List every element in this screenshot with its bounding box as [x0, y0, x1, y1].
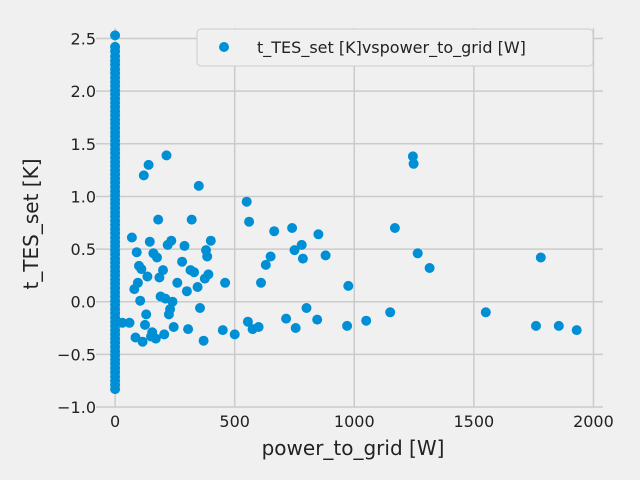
data-point	[297, 253, 308, 264]
data-point	[168, 322, 179, 332]
data-point	[281, 313, 292, 324]
data-point	[137, 336, 148, 347]
data-point	[141, 309, 152, 320]
data-point	[220, 277, 231, 288]
data-point	[296, 239, 307, 250]
data-point	[260, 259, 271, 270]
y-tick-label: 0.5	[71, 240, 96, 259]
x-tick-label: 2000	[573, 412, 614, 431]
x-axis-label: power_to_grid [W]	[262, 436, 445, 460]
data-point	[289, 245, 300, 256]
data-point	[313, 229, 324, 240]
data-point	[126, 232, 137, 243]
data-point	[135, 295, 146, 306]
legend-box	[196, 28, 594, 67]
y-tick-label: −1.0	[57, 398, 96, 417]
data-point	[177, 256, 188, 267]
data-point	[179, 240, 190, 251]
data-point	[138, 170, 149, 181]
data-point	[241, 196, 252, 207]
data-point	[132, 277, 143, 288]
y-tick-label: 1.0	[71, 187, 96, 206]
y-axis-ticks: −1.0 −0.5 0.0 0.5 1.0 1.5 2.0 2.5	[57, 30, 96, 417]
data-point	[166, 235, 177, 246]
y-tick-label: −0.5	[57, 345, 96, 364]
data-point	[172, 277, 183, 288]
data-point	[136, 264, 147, 275]
data-points	[110, 30, 582, 395]
data-point	[290, 323, 301, 333]
data-point	[189, 267, 200, 278]
data-point	[203, 269, 214, 280]
x-tick-label: 0	[110, 412, 120, 431]
x-tick-label: 1500	[453, 412, 494, 431]
data-point	[412, 248, 423, 259]
data-point	[269, 226, 280, 237]
data-point	[361, 315, 372, 326]
data-point	[385, 307, 396, 318]
data-point	[535, 252, 546, 263]
x-axis-ticks: 0 500 1000 1500 2000	[110, 412, 614, 431]
data-point	[205, 235, 216, 246]
data-point	[183, 324, 194, 335]
data-point	[158, 265, 168, 276]
data-point	[192, 282, 203, 292]
data-point	[154, 272, 165, 283]
y-tick-label: 0.0	[71, 293, 96, 312]
legend: t_TES_set [K]vspower_to_grid [W]	[196, 28, 594, 67]
data-point	[161, 150, 172, 161]
data-point	[253, 322, 264, 332]
y-tick-label: 1.5	[71, 135, 96, 154]
data-point	[571, 325, 582, 336]
data-point	[287, 223, 298, 233]
data-point	[144, 236, 155, 247]
data-point	[407, 151, 418, 162]
data-point	[167, 296, 178, 307]
data-point	[480, 307, 491, 318]
data-point	[312, 314, 323, 325]
data-point	[110, 30, 121, 41]
data-point	[117, 317, 128, 328]
y-axis-label: t_TES_set [K]	[19, 158, 43, 289]
legend-marker	[219, 42, 229, 52]
data-point	[131, 247, 142, 258]
data-point	[202, 251, 213, 262]
data-point	[217, 325, 228, 336]
data-point	[124, 317, 135, 328]
data-point	[265, 251, 276, 262]
y-tick-label: 2.0	[71, 82, 96, 101]
x-tick-label: 500	[219, 412, 250, 431]
data-point	[424, 263, 435, 273]
data-point	[142, 271, 153, 282]
data-point	[408, 158, 419, 169]
data-point	[110, 384, 121, 395]
data-point	[140, 319, 150, 330]
data-point	[242, 316, 253, 327]
x-tick-label: 1000	[334, 412, 375, 431]
data-point	[301, 303, 312, 313]
data-point	[531, 320, 541, 331]
data-point	[195, 303, 205, 313]
data-point	[143, 159, 154, 170]
data-point	[256, 277, 266, 288]
data-point	[181, 286, 192, 297]
data-point	[186, 214, 197, 225]
data-point	[193, 180, 204, 191]
data-point	[320, 250, 331, 261]
data-point	[553, 320, 564, 331]
y-tick-label: 2.5	[71, 30, 96, 49]
data-point	[244, 216, 255, 227]
data-point	[229, 329, 240, 340]
data-point	[343, 280, 354, 291]
data-point	[198, 335, 209, 346]
data-point	[159, 329, 170, 340]
data-point	[150, 333, 161, 344]
data-point	[153, 214, 164, 225]
data-point	[389, 223, 400, 233]
legend-label: t_TES_set [K]vspower_to_grid [W]	[257, 38, 526, 58]
data-point	[342, 320, 353, 331]
data-point	[152, 252, 162, 263]
